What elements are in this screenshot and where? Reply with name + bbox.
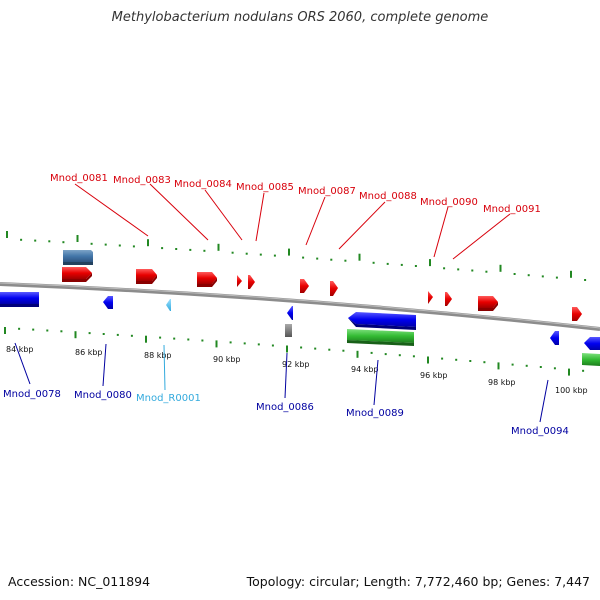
lower-tick-track — [4, 327, 585, 376]
genome-backbone-highlight — [0, 282, 600, 329]
reverse-leader-lines — [14, 342, 549, 423]
gene-arrow-right-edge[interactable] — [572, 307, 582, 321]
gene-label-mnod-0087[interactable]: Mnod_0087 — [298, 186, 356, 197]
leader-mnod-0080 — [102, 343, 107, 387]
gene-label-mnod-0094[interactable]: Mnod_0094 — [511, 426, 569, 437]
gene-arrow-mnod-0091[interactable] — [478, 296, 498, 311]
leader-mnod-0090 — [433, 206, 449, 258]
forward-leader-lines — [74, 183, 511, 260]
misc-feature-block[interactable] — [63, 250, 93, 265]
gene-arrow-mnod-r0001[interactable] — [166, 299, 171, 311]
leader-mnod-r0001 — [163, 344, 166, 391]
gene-arrow-mnod-0089[interactable] — [348, 312, 416, 330]
gene-arrow-mnod-0090a[interactable] — [428, 291, 433, 304]
tick-label-88kbp: 88 kbp — [144, 351, 172, 360]
gene-arrow-mnod-0090b[interactable] — [445, 292, 452, 306]
gene-label-mnod-0090[interactable]: Mnod_0090 — [420, 197, 478, 208]
gene-arrow-mnod-0078[interactable] — [0, 292, 39, 307]
genome-summary-text: Topology: circular; Length: 7,772,460 bp… — [246, 574, 590, 589]
genome-backbone — [0, 282, 600, 331]
gene-label-mnod-0078[interactable]: Mnod_0078 — [3, 389, 61, 400]
tick-label-94kbp: 94 kbp — [351, 365, 379, 374]
gene-arrow-right-edge-reverse[interactable] — [584, 337, 600, 350]
leader-mnod-0087 — [305, 196, 326, 246]
leader-mnod-0094 — [539, 379, 549, 423]
gene-label-mnod-0085[interactable]: Mnod_0085 — [236, 182, 294, 193]
gene-arrow-mnod-0085a[interactable] — [237, 275, 242, 287]
tick-label-86kbp: 86 kbp — [75, 348, 103, 357]
gene-arrow-mnod-0081[interactable] — [62, 267, 92, 282]
cds-domain-right-edge[interactable] — [582, 353, 600, 366]
tick-label-92kbp: 92 kbp — [282, 360, 310, 369]
leader-mnod-0084 — [204, 189, 243, 241]
leader-mnod-0083 — [149, 183, 209, 241]
gene-arrow-mnod-0086[interactable] — [287, 306, 293, 320]
gene-label-mnod-0089[interactable]: Mnod_0089 — [346, 408, 404, 419]
gene-label-mnod-0081[interactable]: Mnod_0081 — [50, 173, 108, 184]
kbp-tick-labels: 84 kbp 86 kbp 88 kbp 90 kbp 92 kbp 94 kb… — [6, 345, 588, 395]
leader-mnod-0086 — [284, 352, 288, 399]
tick-label-98kbp: 98 kbp — [488, 378, 516, 387]
tick-label-84kbp: 84 kbp — [6, 345, 34, 354]
gene-arrow-mnod-0080[interactable] — [103, 296, 113, 309]
accession-text: Accession: NC_011894 — [8, 574, 151, 589]
tick-label-90kbp: 90 kbp — [213, 355, 241, 364]
gene-label-mnod-0083[interactable]: Mnod_0083 — [113, 175, 171, 186]
tick-label-96kbp: 96 kbp — [420, 371, 448, 380]
leader-mnod-0085 — [255, 192, 265, 242]
reverse-gene-arrows — [0, 292, 600, 366]
gene-label-mnod-0086[interactable]: Mnod_0086 — [256, 402, 314, 413]
gene-label-mnod-0080[interactable]: Mnod_0080 — [74, 390, 132, 401]
gene-arrow-mnod-0083[interactable] — [136, 269, 157, 284]
gene-arrow-mnod-0084[interactable] — [197, 272, 217, 287]
gene-label-mnod-0088[interactable]: Mnod_0088 — [359, 191, 417, 202]
cds-domain-mnod-0089[interactable] — [347, 329, 414, 346]
gene-arrow-mnod-0094[interactable] — [550, 331, 559, 345]
forward-gene-arrows — [62, 267, 582, 321]
leader-mnod-0088 — [338, 201, 386, 250]
gene-arrow-mnod-0085b[interactable] — [248, 275, 255, 289]
leader-mnod-0081 — [74, 183, 149, 237]
leader-mnod-0089 — [373, 359, 379, 406]
tick-label-100kbp: 100 kbp — [555, 386, 588, 395]
map-title: Methylobacterium nodulans ORS 2060, comp… — [111, 10, 489, 25]
gene-label-mnod-0084[interactable]: Mnod_0084 — [174, 179, 232, 190]
gene-arrow-mnod-0088[interactable] — [330, 281, 338, 296]
leader-mnod-0091 — [452, 213, 511, 260]
gene-label-mnod-0091[interactable]: Mnod_0091 — [483, 204, 541, 215]
gene-label-mnod-r0001[interactable]: Mnod_R0001 — [136, 393, 201, 404]
gene-arrow-mnod-0087[interactable] — [300, 279, 309, 293]
upper-tick-track — [6, 231, 587, 281]
leader-mnod-0078 — [14, 342, 31, 385]
pseudo-gene-block[interactable] — [285, 324, 292, 337]
